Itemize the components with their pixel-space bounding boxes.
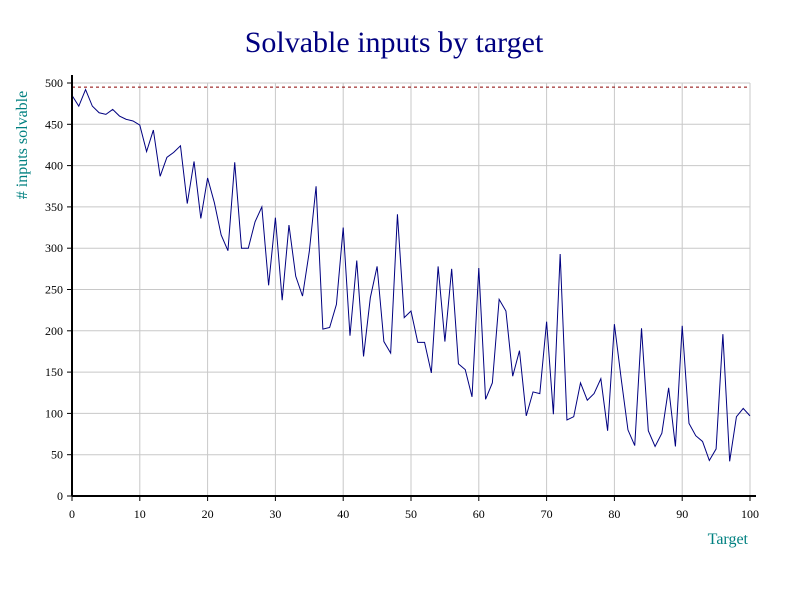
x-tick-label: 30 bbox=[269, 507, 281, 521]
x-tick-label: 100 bbox=[741, 507, 759, 521]
x-axis-title: Target bbox=[708, 531, 749, 548]
y-tick-label: 200 bbox=[45, 324, 63, 338]
x-tick-label: 60 bbox=[473, 507, 485, 521]
y-tick-label: 50 bbox=[51, 448, 63, 462]
y-tick-label: 150 bbox=[45, 365, 63, 379]
y-tick-label: 0 bbox=[57, 489, 63, 503]
y-tick-label: 250 bbox=[45, 283, 63, 297]
y-tick-label: 500 bbox=[45, 76, 63, 90]
x-tick-label: 90 bbox=[676, 507, 688, 521]
x-tick-label: 70 bbox=[541, 507, 553, 521]
x-tick-label: 80 bbox=[608, 507, 620, 521]
x-tick-label: 0 bbox=[69, 507, 75, 521]
y-tick-label: 100 bbox=[45, 406, 63, 420]
y-tick-label: 350 bbox=[45, 200, 63, 214]
y-tick-label: 300 bbox=[45, 241, 63, 255]
x-tick-label: 50 bbox=[405, 507, 417, 521]
y-tick-label: 400 bbox=[45, 159, 63, 173]
x-tick-label: 40 bbox=[337, 507, 349, 521]
chart-title: Solvable inputs by target bbox=[245, 26, 544, 59]
y-axis-title: # inputs solvable bbox=[14, 91, 31, 199]
axes-layer bbox=[71, 75, 756, 497]
series-layer bbox=[71, 88, 751, 462]
series-line bbox=[71, 88, 751, 462]
ticks-layer: 0 50 100 150 200 250 300 350 400 450 500 0 10 20 30 40 5… bbox=[45, 76, 759, 521]
y-tick-label: 450 bbox=[45, 117, 63, 131]
grid-layer bbox=[71, 82, 751, 497]
x-tick-label: 20 bbox=[202, 507, 214, 521]
x-tick-label: 10 bbox=[134, 507, 146, 521]
